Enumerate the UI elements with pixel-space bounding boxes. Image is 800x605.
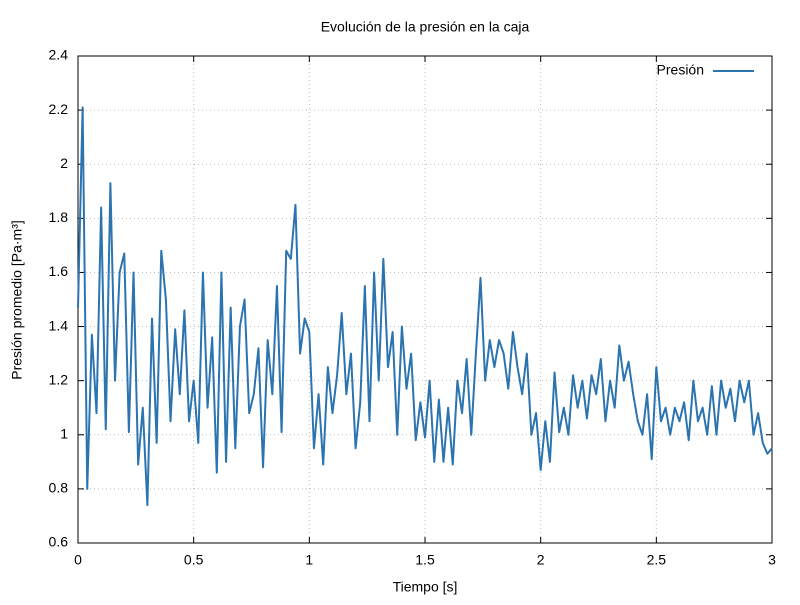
x-tick-label: 1 — [305, 552, 313, 568]
y-tick-label: 1.6 — [49, 263, 69, 279]
y-tick-label: 1.2 — [49, 371, 69, 387]
x-tick-label: 1.5 — [415, 552, 435, 568]
x-tick-label: 3 — [768, 552, 776, 568]
y-tick-label: 2 — [60, 155, 68, 171]
y-tick-label: 0.6 — [49, 534, 69, 550]
y-tick-label: 1 — [60, 425, 68, 441]
x-tick-label: 2 — [537, 552, 545, 568]
y-axis-label: Presión promedio [Pa·m³] — [9, 220, 25, 380]
legend-label: Presión — [657, 62, 704, 78]
chart-title: Evolución de la presión en la caja — [321, 19, 530, 35]
y-tick-label: 1.8 — [49, 209, 69, 225]
line-series — [77, 106, 773, 507]
y-tick-label: 1.4 — [49, 317, 69, 333]
x-tick-label: 2.5 — [647, 552, 667, 568]
y-tick-label: 0.8 — [49, 480, 69, 496]
x-axis-label: Tiempo [s] — [393, 579, 458, 595]
x-tick-label: 0.5 — [184, 552, 204, 568]
x-tick-label: 0 — [74, 552, 82, 568]
y-tick-label: 2.2 — [49, 101, 69, 117]
y-tick-label: 2.4 — [49, 47, 69, 63]
